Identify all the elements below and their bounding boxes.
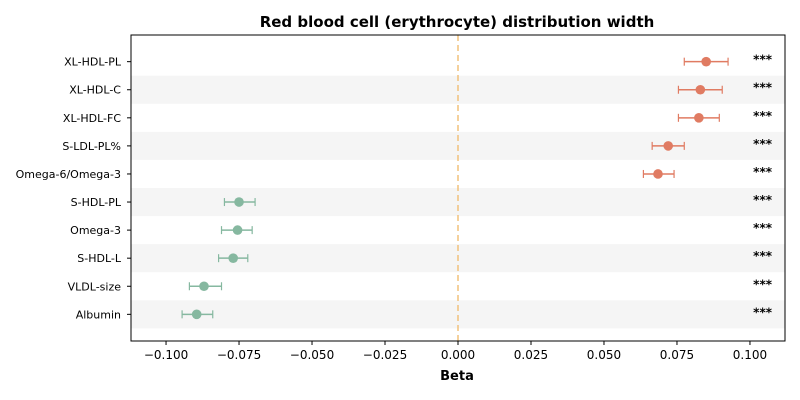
row-label: Albumin [76, 308, 121, 321]
row-label: XL-HDL-PL [64, 56, 122, 69]
forest-row: Omega-6/Omega-3 *** [16, 165, 773, 181]
significance-stars: *** [753, 249, 773, 263]
row-label: XL-HDL-FC [63, 112, 121, 125]
forest-row: S-HDL-L *** [77, 249, 772, 265]
beta-point [701, 56, 711, 67]
forest-row: Albumin *** [76, 305, 773, 321]
row-label: Omega-6/Omega-3 [16, 168, 121, 181]
x-axis-label: Beta [440, 369, 474, 384]
x-axis: −0.100 −0.075 −0.050 −0.025 0.000 0.025 0.050 0… [144, 341, 767, 362]
x-tick-label: 0.050 [587, 348, 621, 362]
significance-stars: *** [753, 53, 773, 67]
significance-stars: *** [753, 277, 773, 291]
forest-row: S-HDL-PL *** [71, 193, 773, 209]
beta-point [653, 169, 663, 179]
row-label: S-HDL-PL [71, 196, 122, 209]
beta-point [234, 197, 244, 207]
significance-stars: *** [753, 305, 773, 319]
beta-point [199, 281, 209, 292]
forest-row: XL-HDL-FC *** [63, 109, 773, 125]
forest-row: XL-HDL-C *** [69, 81, 773, 97]
row-band [131, 300, 785, 329]
x-tick-label: −0.025 [363, 348, 407, 362]
beta-point [228, 253, 238, 263]
forest-row: S-LDL-PL% *** [62, 137, 772, 153]
beta-point [191, 309, 202, 320]
significance-stars: *** [753, 137, 773, 151]
significance-stars: *** [753, 193, 773, 207]
x-tick-label: 0.075 [660, 348, 694, 362]
data-rows: XL-HDL-PL ***XL-HDL-C ***XL-HDL-FC ***S-LDL… [16, 53, 773, 322]
beta-point [663, 141, 674, 151]
x-tick-label: 0.000 [441, 348, 475, 362]
x-tick-label: −0.075 [217, 348, 261, 362]
significance-stars: *** [753, 109, 773, 123]
x-tick-label: −0.100 [144, 348, 188, 362]
x-tick-label: 0.025 [514, 348, 548, 362]
forest-row: VLDL-size *** [68, 277, 773, 293]
row-label: VLDL-size [68, 280, 122, 293]
forest-row: Omega-3 *** [70, 221, 773, 237]
forest-row: XL-HDL-PL *** [64, 53, 773, 69]
significance-stars: *** [753, 165, 773, 179]
row-label: S-HDL-L [77, 252, 122, 265]
row-label: Omega-3 [70, 224, 121, 237]
beta-point [232, 225, 243, 235]
row-label: S-LDL-PL% [62, 140, 121, 153]
significance-stars: *** [753, 81, 773, 95]
row-label: XL-HDL-C [69, 84, 121, 97]
chart-title: Red blood cell (erythrocyte) distributio… [260, 13, 655, 31]
significance-stars: *** [753, 221, 773, 235]
x-tick-label: 0.100 [733, 348, 767, 362]
beta-point [694, 113, 704, 123]
x-tick-label: −0.050 [290, 348, 334, 362]
beta-point [695, 84, 706, 95]
